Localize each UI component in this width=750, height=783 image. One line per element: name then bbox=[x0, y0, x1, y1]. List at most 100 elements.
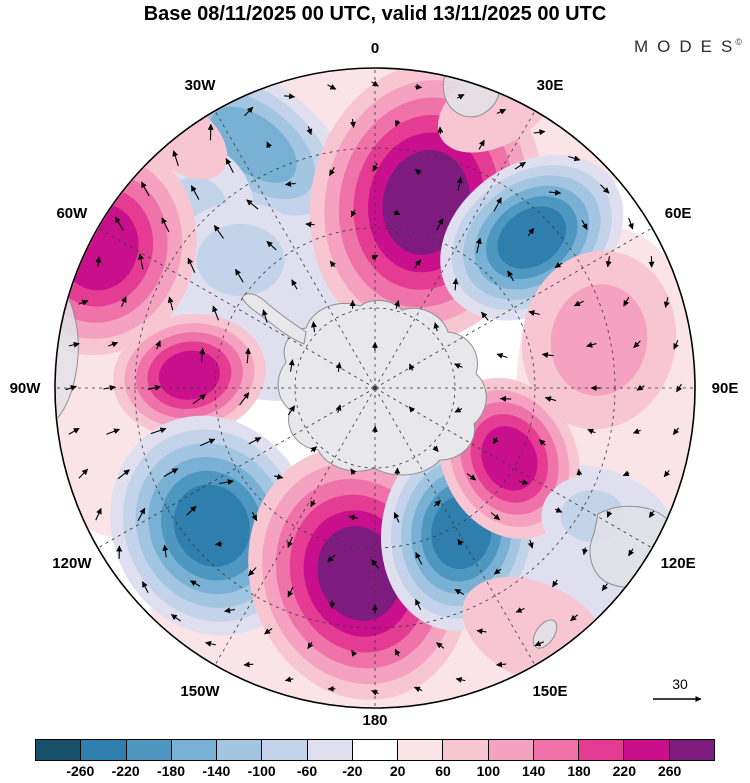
wind-arrow bbox=[475, 237, 482, 254]
wind-arrow bbox=[244, 347, 251, 364]
wind-arrow bbox=[199, 347, 206, 362]
wind-arrow bbox=[676, 383, 683, 393]
wind-arrow bbox=[78, 468, 89, 479]
anomaly-contour bbox=[196, 224, 285, 296]
meridian-line bbox=[374, 387, 536, 666]
wind-arrow bbox=[582, 547, 588, 556]
colorbar-segment bbox=[488, 740, 534, 760]
wind-arrow bbox=[371, 425, 378, 434]
wind-arrow bbox=[533, 129, 546, 136]
wind-arrow bbox=[633, 340, 641, 349]
wind-arrow bbox=[215, 540, 223, 547]
wind-arrow bbox=[108, 341, 119, 348]
wind-arrow bbox=[433, 322, 440, 332]
meridian-line bbox=[374, 387, 653, 549]
wind-arrow bbox=[496, 108, 507, 115]
wind-arrow bbox=[335, 404, 342, 413]
wind-arrow bbox=[141, 581, 149, 593]
anomaly-contour bbox=[173, 484, 250, 567]
wind-arrow bbox=[327, 84, 337, 90]
colorbar-tick-label: 100 bbox=[476, 763, 501, 779]
wind-arrow bbox=[507, 270, 514, 282]
wind-arrow bbox=[162, 544, 169, 558]
wind-arrow bbox=[457, 538, 464, 546]
wind-arrow bbox=[454, 363, 463, 369]
wind-arrow bbox=[554, 262, 563, 269]
wind-arrow bbox=[307, 642, 314, 649]
wind-arrow bbox=[310, 499, 317, 508]
colorbar-tick-label: -220 bbox=[111, 763, 140, 779]
wind-arrow bbox=[518, 479, 529, 485]
wind-arrow bbox=[493, 568, 502, 575]
colorbar-tick-label: -60 bbox=[296, 763, 318, 779]
wind-arrow bbox=[541, 352, 554, 358]
wind-arrow bbox=[78, 299, 89, 306]
colorbar-segment bbox=[36, 740, 82, 760]
wind-arrow bbox=[200, 438, 216, 447]
wind-arrow bbox=[213, 224, 224, 239]
wind-arrow bbox=[414, 83, 423, 90]
reference-vector: 30 bbox=[645, 676, 715, 708]
wind-arrow bbox=[264, 628, 273, 635]
wind-arrow bbox=[266, 240, 277, 251]
longitude-label: 150W bbox=[180, 683, 220, 700]
wind-arrow bbox=[205, 640, 216, 647]
modes-logo-text: MODES bbox=[634, 37, 742, 56]
reference-vector-value: 30 bbox=[672, 676, 688, 692]
anomaly-contour bbox=[158, 350, 220, 400]
wind-arrow bbox=[452, 278, 459, 291]
wind-arrow bbox=[147, 384, 161, 391]
wind-arrow bbox=[288, 359, 295, 372]
wind-arrow bbox=[456, 93, 465, 100]
wind-arrow bbox=[68, 427, 80, 435]
colorbar-tick-label: -20 bbox=[342, 763, 363, 779]
wind-arrow bbox=[140, 181, 150, 197]
wind-arrow bbox=[528, 310, 540, 316]
meridian-line bbox=[97, 387, 376, 549]
wind-arrow bbox=[114, 216, 124, 231]
wind-arrow bbox=[329, 260, 336, 268]
wind-arrow bbox=[187, 257, 196, 273]
colorbar-tick-label: 60 bbox=[435, 763, 451, 779]
wind-arrows bbox=[65, 80, 683, 696]
wind-arrow bbox=[455, 676, 466, 683]
wind-arrow bbox=[496, 352, 508, 359]
wind-arrow bbox=[673, 339, 679, 350]
wind-arrow bbox=[554, 507, 563, 513]
antarctic-peninsula bbox=[241, 293, 307, 345]
colorbar-tick-label: 220 bbox=[612, 763, 637, 779]
wind-arrow bbox=[408, 406, 416, 413]
longitude-label: 0 bbox=[371, 40, 379, 57]
wind-arrow bbox=[648, 510, 655, 518]
wind-arrow bbox=[372, 162, 379, 172]
colorbar-tick-label: 260 bbox=[657, 763, 682, 779]
wind-arrow bbox=[348, 514, 359, 521]
colorbar-tick-label: -180 bbox=[156, 763, 186, 779]
wind-arrow bbox=[605, 256, 612, 268]
wind-arrow bbox=[225, 158, 234, 174]
wind-arrow bbox=[172, 150, 179, 167]
wind-arrow bbox=[393, 209, 401, 216]
longitude-label: 90W bbox=[10, 380, 42, 397]
wind-arrow bbox=[95, 507, 102, 521]
colorbar-tick-label: -100 bbox=[247, 763, 276, 779]
wind-arrow bbox=[456, 177, 463, 191]
wind-arrow bbox=[273, 473, 284, 480]
colorbar-tick-label: 180 bbox=[567, 763, 591, 779]
wind-arrow bbox=[95, 256, 102, 267]
wind-arrow bbox=[476, 628, 487, 635]
wind-arrow bbox=[287, 405, 296, 416]
wind-arrow bbox=[137, 253, 144, 270]
wind-arrow bbox=[493, 197, 502, 212]
wind-arrow bbox=[371, 80, 379, 87]
wind-arrow bbox=[600, 184, 610, 194]
wind-arrow bbox=[499, 395, 512, 402]
wind-arrow bbox=[248, 567, 257, 577]
wind-arrow bbox=[68, 341, 80, 348]
wind-arrow bbox=[573, 300, 584, 307]
colorbar-segment bbox=[624, 740, 670, 760]
wind-arrow bbox=[137, 507, 146, 521]
wind-arrow bbox=[568, 155, 581, 162]
longitude-label: 120W bbox=[52, 555, 92, 572]
wind-arrow bbox=[327, 554, 336, 563]
